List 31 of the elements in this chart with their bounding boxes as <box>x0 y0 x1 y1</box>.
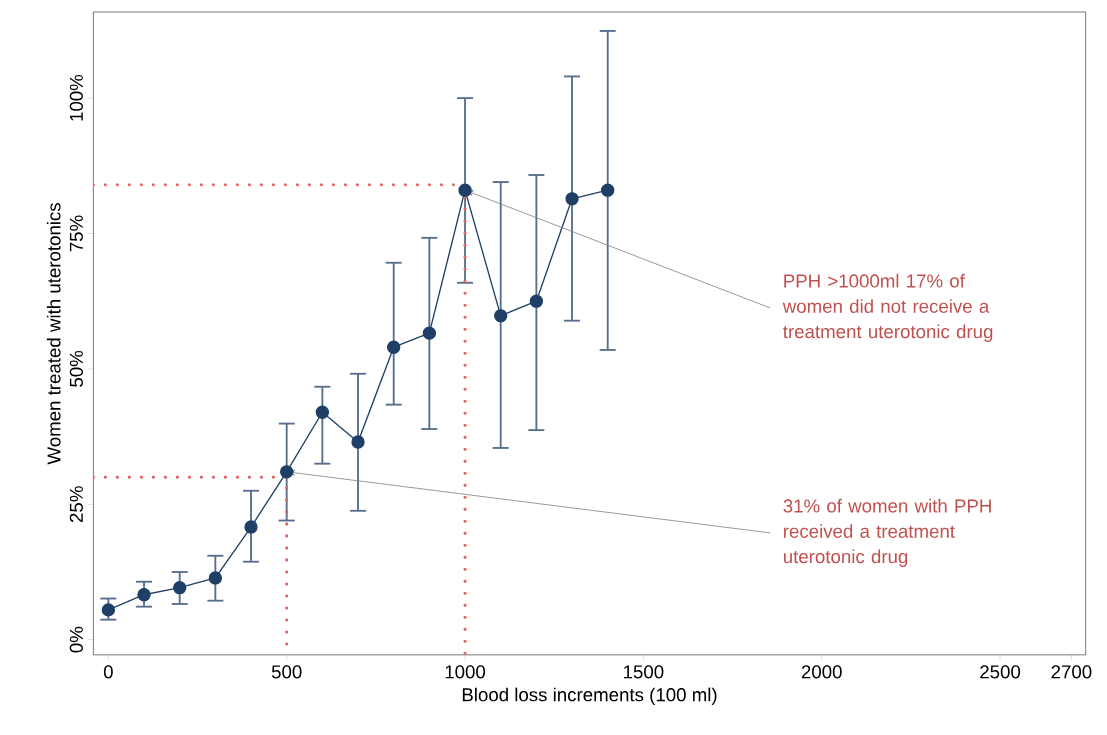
annotation: 31% of women with PPH received a treatment uterotonic drug <box>783 498 991 567</box>
y-axis-title: Women treated with uterotonics <box>46 203 61 465</box>
point <box>280 465 294 479</box>
point <box>494 309 508 323</box>
point <box>208 571 223 585</box>
x-tick-label: 2500 <box>980 665 1021 679</box>
point <box>173 581 187 595</box>
point <box>244 520 258 534</box>
x-tick-label: 1000 <box>445 665 486 679</box>
point <box>422 326 437 340</box>
point <box>315 405 330 419</box>
y-tick-label: 100% <box>69 74 83 121</box>
x-tick-label: 1500 <box>624 665 664 679</box>
x-tick-label: 0 <box>103 665 113 679</box>
y-tick-label: 25% <box>69 486 83 523</box>
x-tick-label: 2000 <box>801 665 842 679</box>
point <box>101 603 116 617</box>
y-tick-label: 50% <box>69 350 83 387</box>
annotation: PPH >1000ml 17% of women did not receive a treatment uterotonic drug <box>782 273 993 342</box>
x-axis-title: Blood loss increments (100 ml) <box>462 687 717 706</box>
y-tick-label: 75% <box>69 215 83 252</box>
point <box>458 183 472 197</box>
point <box>137 588 151 602</box>
x-tick-label: 2700 <box>1051 665 1092 679</box>
point <box>601 183 615 197</box>
point <box>529 294 544 308</box>
point <box>351 435 365 449</box>
point <box>565 192 579 206</box>
point <box>387 340 401 354</box>
x-tick-label: 500 <box>271 665 302 679</box>
y-tick-label: 0% <box>69 626 83 653</box>
